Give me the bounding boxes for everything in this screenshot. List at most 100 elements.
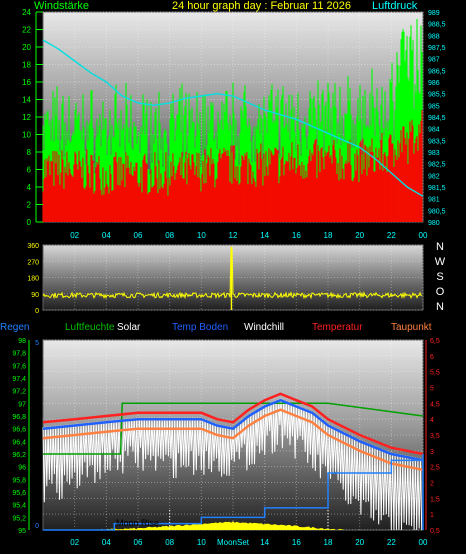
compass-letter: S — [436, 271, 443, 283]
direction-tick-label: 360 — [27, 243, 39, 250]
humidity-tick-label: 98 — [18, 338, 26, 345]
legend-item: Temperatur — [312, 322, 363, 333]
humidity-tick-label: 97,2 — [12, 389, 26, 396]
y-left-tick-label: 14 — [22, 96, 31, 105]
x-tick-label: 22 — [387, 231, 396, 240]
y-right-tick-label: 980 — [428, 220, 440, 227]
x-tick-label: 08 — [165, 538, 174, 547]
solar-area — [43, 521, 423, 531]
x-tick-label: 14 — [260, 231, 269, 240]
y-left-tick-label: 18 — [22, 61, 31, 70]
dewpoint-line — [42, 408, 424, 472]
y-left-tick-label: 6 — [27, 166, 32, 175]
humidity-tick-label: 97 — [18, 401, 26, 408]
x-tick-label: 22 — [387, 538, 396, 547]
y-left-tick-label: 22 — [22, 26, 31, 35]
legend-item: Windchill — [244, 322, 284, 333]
x-tick-label: 06 — [134, 538, 143, 547]
y-left-tick-label: 10 — [22, 131, 31, 140]
x-tick-label: 16 — [292, 538, 301, 547]
y-left-tick-label: 20 — [22, 43, 31, 52]
series-layer — [42, 18, 424, 531]
y-right-tick-label: 987 — [428, 57, 440, 64]
y-left-tick-label: 0 — [27, 218, 32, 227]
temp-tick-label: 6,5 — [430, 338, 440, 345]
y-right-tick-label: 988,5 — [428, 22, 446, 29]
soil-temp-line — [42, 398, 424, 462]
x-tick-label: 06 — [134, 231, 143, 240]
x-tick-label: 12 — [229, 231, 238, 240]
temp-tick-label: 4 — [430, 417, 434, 424]
x-tick-label: 10 — [197, 538, 206, 547]
x-tick-label: 14 — [260, 538, 269, 547]
y-right-tick-label: 985 — [428, 103, 440, 110]
legend-item: Regen — [0, 322, 29, 333]
legend: Regen Luftfeuchte Solar Temp Boden Windchill… — [0, 322, 432, 333]
y-right-tick-label: 984,5 — [428, 115, 446, 122]
temp-tick-label: 5,5 — [430, 370, 440, 377]
chart-title: 24 hour graph day : Februar 11 2026 — [172, 0, 351, 12]
y-right-tick-label: 983 — [428, 150, 440, 157]
x-tick-label: 20 — [355, 231, 364, 240]
pressure-line — [42, 39, 424, 197]
y-right-tick-label: 989 — [428, 10, 440, 17]
rain-line — [43, 454, 424, 531]
y-right-tick-label: 982,5 — [428, 162, 446, 169]
y-right-tick-label: 983,5 — [428, 138, 446, 145]
x-tick-label: 02 — [70, 231, 79, 240]
humidity-tick-label: 95,6 — [12, 490, 26, 497]
legend-item: Temp Boden — [172, 322, 228, 333]
temp-tick-label: 1 — [430, 512, 434, 519]
x-tick-label: 20 — [355, 538, 364, 547]
humidity-tick-label: 95,8 — [12, 477, 26, 484]
legend-item: Luftfeuchte — [65, 322, 115, 333]
y-left-tick-label: 24 — [22, 8, 31, 17]
humidity-tick-label: 96,6 — [12, 427, 26, 434]
direction-tick-label: 270 — [27, 259, 39, 266]
y-left-tick-label: 12 — [22, 113, 31, 122]
y-right-tick-label: 981,5 — [428, 185, 446, 192]
x-tick-label: 18 — [324, 538, 333, 547]
temp-tick-label: 5 — [430, 386, 434, 393]
humidity-tick-label: 97,8 — [12, 351, 26, 358]
humidity-tick-label: 96,2 — [12, 452, 26, 459]
direction-tick-label: 90 — [31, 292, 39, 299]
y-right-tick-label: 980,5 — [428, 208, 446, 215]
humidity-line — [43, 402, 424, 455]
y-right-tick-label: 982 — [428, 173, 440, 180]
humidity-tick-label: 97,6 — [12, 363, 26, 370]
temp-tick-label: 0,5 — [430, 528, 440, 535]
x-tick-label: 08 — [165, 231, 174, 240]
humidity-tick-label: 96,4 — [12, 439, 26, 446]
x-tick-label: 00 — [419, 538, 428, 547]
y-right-tick-label: 984 — [428, 127, 440, 134]
direction-tick-label: 0 — [35, 308, 39, 315]
x-tick-label: 16 — [292, 231, 301, 240]
x-tick-label: 00 — [419, 231, 428, 240]
humidity-tick-label: 95,4 — [12, 503, 26, 510]
temperature-line — [42, 392, 424, 456]
y-right-tick-label: 987,5 — [428, 45, 446, 52]
temp-tick-label: 3 — [430, 449, 434, 456]
legend-item: Solar — [117, 322, 141, 333]
humidity-tick-label: 97,4 — [12, 376, 26, 383]
x-tick-label: 18 — [324, 231, 333, 240]
windchill-line — [42, 398, 423, 531]
y-right-tick-label: 988 — [428, 33, 440, 40]
x-tick-label: 04 — [102, 231, 111, 240]
y-left-tick-label: 16 — [22, 78, 31, 87]
y-right-tick-label: 981 — [428, 197, 440, 204]
temp-tick-label: 3,5 — [430, 433, 440, 440]
compass-letter: N — [436, 301, 444, 313]
humidity-tick-label: 96,8 — [12, 414, 26, 421]
temp-tick-label: 2 — [430, 481, 434, 488]
temp-tick-label: 2,5 — [430, 465, 440, 472]
pressure-axis-title: Luftdruck — [372, 0, 418, 12]
axes-layer: 024681012141618202224980980,5981981,5982… — [12, 8, 445, 547]
humidity-tick-label: 95,2 — [12, 515, 26, 522]
temp-tick-label: 6 — [430, 354, 434, 361]
x-tick-label: 10 — [197, 231, 206, 240]
legend-item: Taupunkt — [391, 322, 432, 333]
x-tick-label: 02 — [70, 538, 79, 547]
